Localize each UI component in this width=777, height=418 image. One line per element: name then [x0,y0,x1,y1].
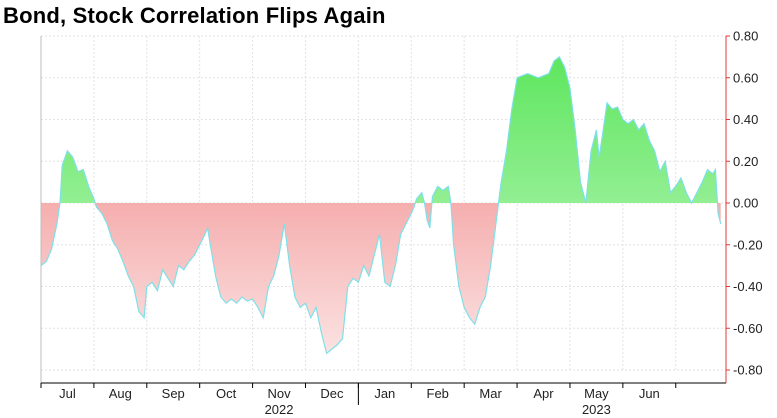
area-series [40,55,722,355]
x-tick-label: Jun [639,386,660,401]
y-tick-label: -0.20 [733,237,763,252]
y-tick-label: 0.20 [733,154,758,169]
x-tick-label: Dec [320,386,344,401]
positive-area [41,56,721,203]
series-line [40,55,722,355]
x-tick-label: Jul [59,386,76,401]
y-tick-label: 0.80 [733,29,758,44]
x-tick-label: Nov [267,386,291,401]
x-tick-label: May [584,386,609,401]
y-tick-label: -0.80 [733,363,763,378]
x-tick-label: Feb [427,386,449,401]
x-tick-label: Aug [109,386,132,401]
x-tick-label: Sep [162,386,185,401]
y-tick-label: 0.00 [733,196,758,211]
chart-title: Bond, Stock Correlation Flips Again [3,3,386,28]
x-tick-label: Mar [479,386,502,401]
negative-area [41,203,721,354]
y-tick-label: 0.40 [733,112,758,127]
y-tick-label: -0.40 [733,279,763,294]
x-year-label: 2023 [582,402,611,417]
x-year-label: 2022 [265,402,294,417]
x-tick-label: Apr [533,386,554,401]
x-tick-label: Oct [216,386,237,401]
y-tick-label: -0.60 [733,321,763,336]
x-tick-label: Jan [374,386,395,401]
axes [40,35,730,405]
tick-labels: 0.80 0.60 0.40 0.20 0.00 -0.20 -0.40 -0.60 -0.80… [59,29,763,418]
y-tick-label: 0.60 [733,70,758,85]
